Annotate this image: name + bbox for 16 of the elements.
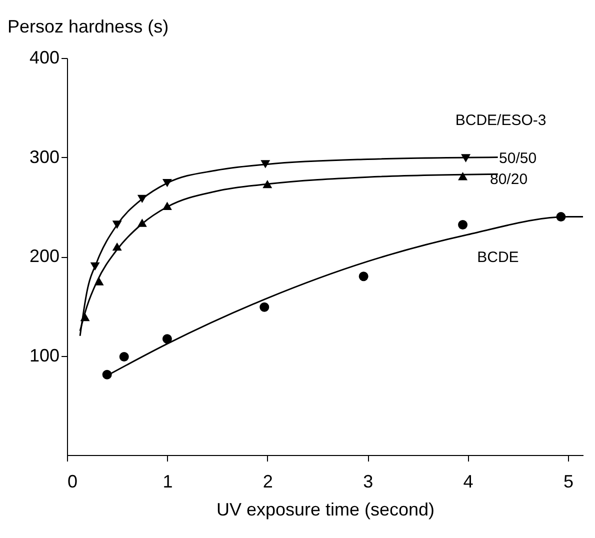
y-tick-label: 200 [29,246,60,266]
x-tick-label: 2 [262,472,273,492]
y-tick-label: 400 [29,48,60,68]
y-axis-title: Persoz hardness (s) [8,16,169,36]
y-tick-label: 100 [29,345,60,366]
series-label: 50/50 [499,150,537,168]
x-tick-label: 3 [363,472,374,492]
x-tick-label: 5 [563,472,574,492]
series-label: 80/20 [490,171,528,188]
x-tick-label: 1 [162,472,173,492]
legend-title: BCDE/ESO-3 [455,112,546,130]
x-axis-title: UV exposure time (second) [216,500,435,520]
y-tick-label: 300 [29,146,60,167]
x-tick-label: 0 [68,472,78,492]
series-label: BCDE [477,248,519,266]
x-tick-label: 4 [463,472,474,492]
